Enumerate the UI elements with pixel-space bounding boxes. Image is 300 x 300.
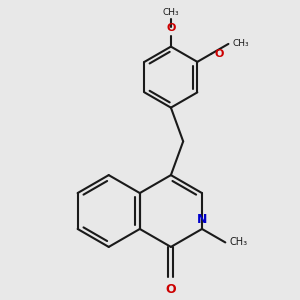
Text: CH₃: CH₃ bbox=[163, 8, 179, 17]
Text: CH₃: CH₃ bbox=[232, 39, 249, 48]
Text: O: O bbox=[214, 49, 224, 59]
Text: O: O bbox=[166, 283, 176, 296]
Text: O: O bbox=[166, 23, 176, 33]
Text: CH₃: CH₃ bbox=[230, 237, 248, 248]
Text: N: N bbox=[197, 213, 207, 226]
